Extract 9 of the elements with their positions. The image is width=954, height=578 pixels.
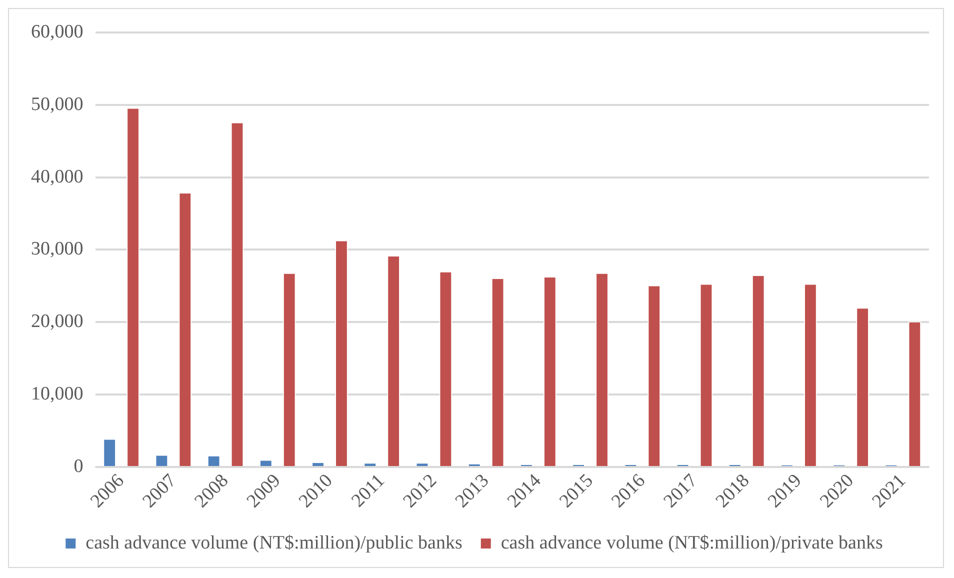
legend-label: cash advance volume (NT$:million)/public banks	[86, 532, 462, 554]
legend-label: cash advance volume (NT$:million)/private banks	[500, 532, 883, 554]
y-tick-label: 0	[74, 456, 84, 477]
y-tick-label: 10,000	[31, 384, 84, 405]
y-tick-label: 40,000	[31, 166, 84, 188]
y-tick-label: 60,000	[31, 21, 84, 42]
y-tick-label: 50,000	[31, 94, 84, 115]
y-tick-label: 30,000	[31, 238, 84, 260]
y-tick-label: 20,000	[31, 311, 84, 332]
